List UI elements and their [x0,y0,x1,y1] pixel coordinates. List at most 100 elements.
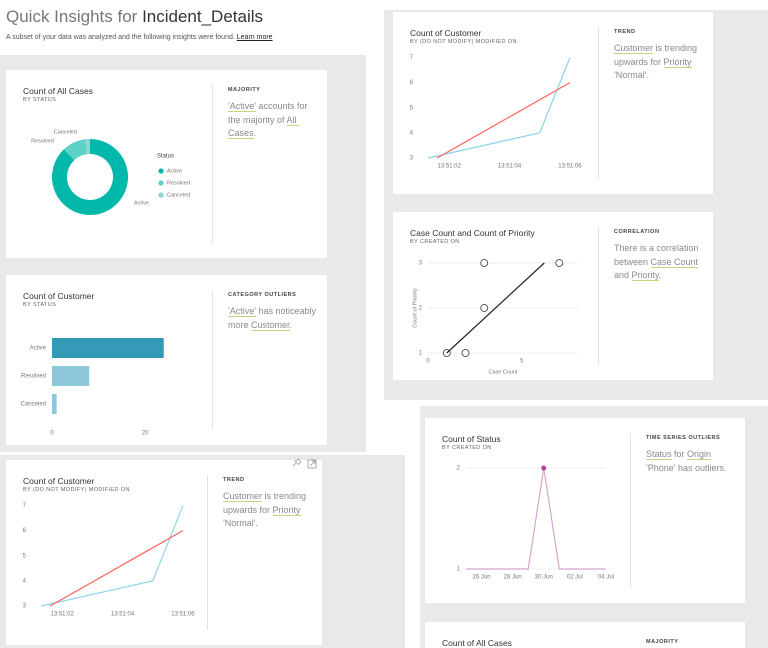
pin-icon[interactable] [292,458,302,467]
legend-title: Status [157,154,174,160]
line [466,467,606,570]
x-tick-label: 20 [142,431,149,437]
y-tick-label: 5 [410,105,414,111]
insight-link[interactable]: Priority [272,504,301,516]
insight-card: Active Resolved Canceled Status Active Resolv… [6,70,327,258]
legend-label: Canceled [167,192,190,198]
divider [598,27,599,179]
page-title: Quick Insights for Incident_Details [6,7,263,27]
insight-text: Customer is trending upwards for Priorit… [614,42,706,83]
insight-type: CORRELATION [614,229,660,235]
divider [212,85,213,243]
insight-text: There is a correlation between Case Coun… [614,242,706,283]
y-tick-label: 2 [457,466,461,472]
insight-type: TIME SERIES OUTLIERS [646,435,721,441]
x-tick-label: 13:51:02 [51,612,75,618]
divider [207,475,208,630]
insight-text: Customer is trending upwards for Priorit… [223,490,315,531]
page-subtitle: A subset of your data was analyzed and t… [6,34,273,41]
slice-label: Resolved [31,138,54,144]
insight-card: 3 4 5 6 7 13:51:02 13:51:04 13:51:06 Count of Cu… [6,460,322,645]
title-prefix: Quick Insights for [6,7,143,26]
y-tick-label: 3 [410,156,414,162]
insight-link[interactable]: 'Active' [228,306,256,317]
insight-card: 3 4 5 6 7 13:51:02 13:51:04 13:51:06 Count of Cu… [393,12,713,194]
y-tick-label: 7 [23,503,27,509]
legend-marker [158,180,164,186]
card-subtitle: BY (DO NOT MODIFY) MODIFIED ON [410,39,517,45]
insight-link[interactable]: 'Active' [228,101,256,112]
x-axis-title: Case Count [488,369,518,375]
x-tick-label: 13:51:04 [111,612,135,618]
y-tick-label: 7 [410,55,414,61]
insight-phrase: . [289,319,293,330]
x-tick-label: 30 Jun [535,575,553,581]
slice-label: Canceled [54,129,77,135]
y-axis-title: Count of Priority [412,288,418,328]
card-subtitle: BY STATUS [23,97,57,103]
insight-link[interactable]: Priority [663,56,692,68]
y-tick-label: 5 [23,553,27,559]
insight-link[interactable]: All Cases [228,114,300,139]
card-chart: 3 4 5 6 7 13:51:02 13:51:04 13:51:06 [410,55,583,169]
insight-link[interactable]: Priority [631,270,659,281]
insight-link[interactable]: Origin [687,449,712,460]
card-title: Count of Customer [23,291,95,301]
donut-slice [85,139,90,155]
donut-slice [63,139,88,161]
scatter-point [480,259,489,267]
insight-type: MAJORITY [646,639,679,645]
card-title: Count of Customer [23,476,95,486]
legend-marker [158,168,164,174]
x-tick-label: 28 Jun [504,575,522,581]
card-chart: 3 4 5 6 7 13:51:02 13:51:04 13:51:06 [23,503,196,618]
category-label: Resolved [21,374,46,380]
x-tick-label: 04 Jul [598,575,614,581]
scatter-point [555,259,564,267]
insight-text: 'Active' has noticeably more Customer. [228,305,320,332]
insight-text: 'Active' accounts for the majority of Al… [228,100,320,141]
card-title: Case Count and Count of Priority [410,228,535,238]
subtitle: A subset of your data was analyzed and t… [6,34,235,41]
insight-phrase: is trending upwards for [223,491,309,515]
expand-icon[interactable] [307,459,317,469]
insight-phrase: is trending upwards for [614,43,700,67]
divider [212,290,213,430]
bar [52,338,164,358]
insight-card: 1 2 3 0 5 Case Count Count of Priority Case Cou… [393,212,713,380]
insight-link[interactable]: Customer [251,319,290,331]
line [49,530,184,607]
card-subtitle: BY STATUS [23,302,57,308]
x-tick-label: 02 Jul [567,575,583,581]
dataset-name: Incident_Details [142,7,264,26]
insight-phrase: accounts for the majority of [228,101,310,125]
bar [52,394,57,414]
insight-phrase: . [658,270,662,280]
category-label: Active [30,346,47,352]
scatter-point [480,304,489,312]
bar [52,366,90,386]
scatter-point [461,349,470,357]
learn-more-link[interactable]: Learn more [236,34,273,41]
card-chart: Active Resolved Canceled 0 20 [21,338,164,437]
insight-text: Status for Origin 'Phone' has outliers. [646,448,738,475]
x-tick-label: 5 [520,359,524,365]
x-tick-label: 0 [50,431,54,437]
insight-phrase: 'Phone' has outliers. [646,449,727,473]
y-tick-label: 3 [23,604,27,610]
insight-link[interactable]: Case Count [650,256,699,268]
card-title: Count of Customer [410,28,482,38]
insight-link[interactable]: Customer [223,491,263,502]
legend-marker [158,192,164,198]
insight-link[interactable]: Customer [614,43,654,54]
x-tick-label: 26 Jun [473,575,491,581]
insight-link[interactable]: Status [646,449,672,460]
card-title: Count of Status [442,434,501,444]
trend-line [446,262,545,354]
card-chart: 1 2 26 Jun 28 Jun 30 Jun 02 Jul 04 Jul [457,465,614,581]
insight-phrase: 'Normal'. [223,504,304,528]
line [427,57,571,159]
insight-type: TREND [614,29,636,35]
